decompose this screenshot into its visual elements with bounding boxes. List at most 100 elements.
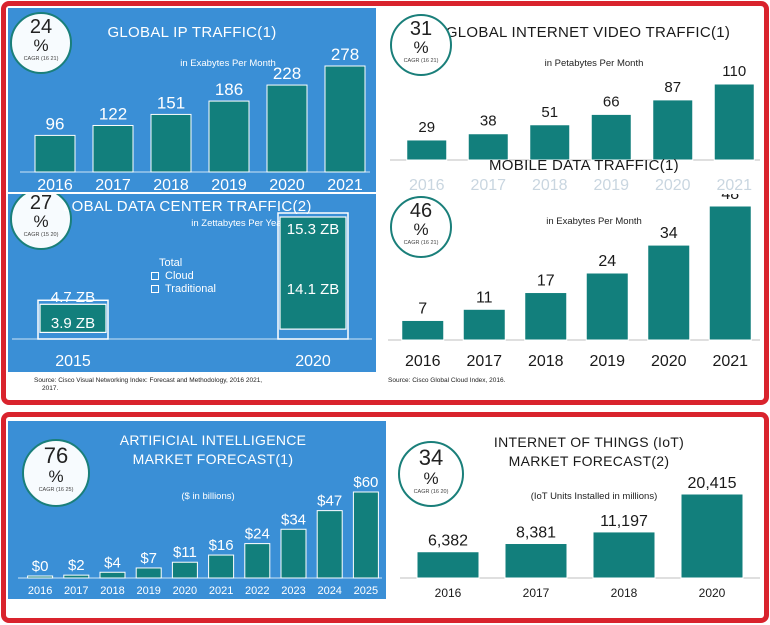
- data-label-2021: 48: [721, 194, 739, 203]
- legend-traditional-swatch: [151, 284, 159, 293]
- legend-total: Total: [151, 256, 216, 269]
- bar-2021: [713, 83, 755, 161]
- data-label-2018: 17: [537, 273, 555, 290]
- bar-2019: [208, 100, 250, 173]
- legend-cloud-label: Cloud: [165, 269, 194, 282]
- data-label-2018: 151: [157, 93, 185, 112]
- datacenter-cagr-badge: 27 % CAGR (15 20): [10, 194, 72, 250]
- tick-label-2018: 2018: [611, 586, 638, 600]
- tick-label-2019: 2019: [211, 177, 247, 192]
- bar-2016: [27, 575, 54, 579]
- datacenter-legend: Total Cloud Traditional: [151, 256, 216, 295]
- data-label-2020: 87: [664, 79, 681, 96]
- data-label-2020: 228: [273, 64, 301, 83]
- bar-2021: [208, 554, 235, 579]
- data-label-2018: 51: [541, 104, 558, 121]
- iot-panel: INTERNET OF THINGS (IoT) MARKET FORECAST…: [394, 421, 762, 611]
- data-label-2017: 122: [99, 104, 127, 123]
- cagr-percent: %: [423, 469, 439, 488]
- cagr-percent: %: [413, 38, 429, 57]
- cagr-percent: %: [413, 220, 429, 239]
- ip-traffic-title: GLOBAL IP TRAFFIC(1): [107, 24, 277, 41]
- legend-cloud-swatch: [151, 271, 159, 280]
- bar-2020: [647, 244, 691, 341]
- ai-panel: ARTIFICIAL INTELLIGENCE MARKET FORECAST(…: [8, 421, 386, 599]
- mobile-cagr-badge: 46 % CAGR (16 21): [390, 196, 452, 258]
- data-label-2024: $47: [317, 493, 342, 510]
- legend-total-label: Total: [159, 256, 183, 269]
- bar-2020: [652, 99, 694, 161]
- tick-label-2016: 2016: [28, 585, 52, 597]
- tick-label-2020: 2020: [651, 353, 687, 370]
- iot-unit: (IoT Units Installed in millions): [530, 491, 658, 502]
- ai-chart: $0 2016 $2 2017 $4 2018 $7 2019 $11 2020 $16 2021 $2…: [18, 474, 382, 597]
- tick-label-2020: 2020: [269, 177, 305, 192]
- cagr-percent: %: [48, 467, 64, 486]
- video-cagr-badge: 31 % CAGR (16 21): [390, 14, 452, 76]
- cagr-value: 34: [418, 445, 444, 470]
- bar-2017: [462, 308, 506, 341]
- data-label-2016: 96: [46, 114, 65, 133]
- bar-2019: [590, 113, 632, 161]
- tick-label-2018: 2018: [100, 585, 124, 597]
- tick-label-2019: 2019: [136, 585, 160, 597]
- tick-label-2025: 2025: [354, 585, 378, 597]
- bar-2018: [592, 531, 656, 579]
- bar-2016: [416, 551, 480, 579]
- video-traffic-chart: 29 2016 38 2017 51 2018 66 2019 87 2020 110 2021: [390, 63, 760, 192]
- bar-2019: [585, 272, 629, 341]
- source-left-line2: 2017.: [42, 385, 59, 392]
- tick-label-2020: 2020: [173, 585, 197, 597]
- cagr-label: CAGR (16 21): [403, 240, 439, 246]
- ip-traffic-chart: 96 2016 122 2017 151 2018 186 2019 228 2020 278 202…: [20, 45, 370, 192]
- data-label-2016: 29: [418, 119, 435, 136]
- source-left-line1: Source: Cisco Visual Networking Index: F…: [34, 377, 263, 384]
- data-label-2021: 110: [722, 63, 746, 80]
- data-label-2016: 7: [418, 300, 427, 317]
- tick-label-2018: 2018: [153, 177, 189, 192]
- tick-label-2024: 2024: [317, 585, 341, 597]
- data-label-2017: 38: [480, 113, 497, 130]
- data-label-total-2020: 15.3 ZB: [287, 221, 340, 238]
- mobile-unit: in Exabytes Per Month: [546, 216, 642, 227]
- bar-2018: [524, 292, 568, 341]
- video-traffic-panel: GLOBAL INTERNET VIDEO TRAFFIC(1) in Peta…: [384, 8, 762, 192]
- ai-title-line2: MARKET FORECAST(1): [132, 451, 294, 467]
- ai-cagr-badge: 76 % CAGR (16 25): [22, 439, 90, 507]
- cagr-label: CAGR (16 21): [23, 56, 59, 62]
- bar-2018: [150, 113, 192, 173]
- tick-label-2023: 2023: [281, 585, 305, 597]
- tick-label-2021: 2021: [716, 177, 752, 192]
- tick-label-2018: 2018: [532, 177, 568, 192]
- data-label-2021: 278: [331, 45, 359, 64]
- tick-label-2018: 2018: [528, 353, 564, 370]
- data-label-2019: 24: [598, 253, 616, 270]
- datacenter-chart: 4.7 ZB 3.9 ZB 15.3 ZB 14.1 ZB 2015 2020: [12, 212, 372, 370]
- cagr-label: CAGR (16 25): [38, 487, 74, 493]
- cagr-label: CAGR (15 20): [23, 232, 59, 238]
- tick-label-2017: 2017: [523, 586, 550, 600]
- ip-traffic-unit: in Exabytes Per Month: [180, 58, 276, 69]
- bar-cloud-2020: [279, 216, 347, 330]
- data-label-2018: 11,197: [600, 513, 648, 530]
- data-label-2019: 186: [215, 80, 243, 99]
- bar-2018: [99, 571, 126, 579]
- bar-2019: [135, 567, 162, 579]
- tick-label-2016: 2016: [37, 177, 73, 192]
- bar-total-2015: [37, 299, 109, 340]
- bar-2018: [529, 124, 571, 161]
- data-label-2019: 66: [603, 93, 620, 110]
- tick-label-2021: 2021: [327, 177, 363, 192]
- cagr-value: 46: [409, 200, 433, 222]
- data-label-cloud-2020: 14.1 ZB: [287, 281, 340, 298]
- bar-2021: [708, 205, 752, 341]
- datacenter-panel: LOBAL DATA CENTER TRAFFIC(2) in Zettabyt…: [8, 194, 376, 372]
- iot-title: INTERNET OF THINGS (IoT) MARKET FORECAST…: [434, 433, 744, 471]
- tick-label-2021: 2021: [209, 585, 233, 597]
- iot-title-line2: MARKET FORECAST(2): [508, 453, 670, 469]
- tick-label-2016: 2016: [405, 353, 441, 370]
- data-label-2016: 6,382: [428, 533, 468, 550]
- tick-label-2017: 2017: [95, 177, 131, 192]
- tick-label-2020: 2020: [295, 353, 331, 370]
- tick-label-2020: 2020: [699, 586, 726, 600]
